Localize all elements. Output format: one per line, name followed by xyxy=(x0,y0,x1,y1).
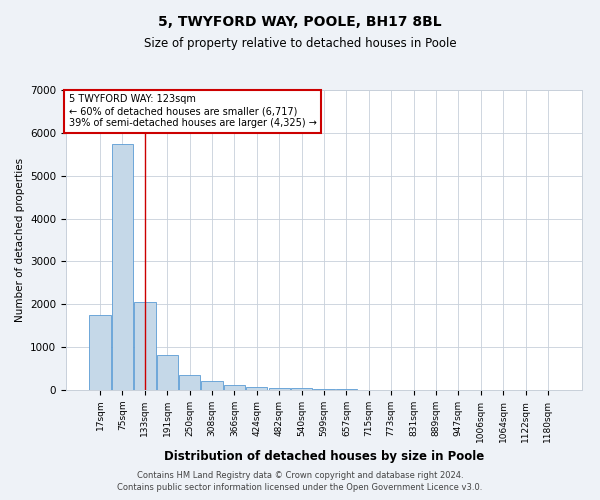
Bar xyxy=(291,388,312,390)
Text: 5 TWYFORD WAY: 123sqm
← 60% of detached houses are smaller (6,717)
39% of semi-d: 5 TWYFORD WAY: 123sqm ← 60% of detached … xyxy=(68,94,316,128)
Bar xyxy=(269,388,290,390)
Bar xyxy=(246,387,268,390)
Text: Contains HM Land Registry data © Crown copyright and database right 2024.: Contains HM Land Registry data © Crown c… xyxy=(137,471,463,480)
X-axis label: Distribution of detached houses by size in Poole: Distribution of detached houses by size … xyxy=(164,450,484,463)
Bar xyxy=(202,382,223,390)
Text: 5, TWYFORD WAY, POOLE, BH17 8BL: 5, TWYFORD WAY, POOLE, BH17 8BL xyxy=(158,15,442,29)
Text: Size of property relative to detached houses in Poole: Size of property relative to detached ho… xyxy=(143,38,457,51)
Bar xyxy=(336,389,357,390)
Bar xyxy=(157,355,178,390)
Bar xyxy=(112,144,133,390)
Bar xyxy=(313,388,335,390)
Bar xyxy=(89,315,111,390)
Bar xyxy=(134,302,155,390)
Y-axis label: Number of detached properties: Number of detached properties xyxy=(14,158,25,322)
Bar xyxy=(179,375,200,390)
Bar xyxy=(224,386,245,390)
Text: Contains public sector information licensed under the Open Government Licence v3: Contains public sector information licen… xyxy=(118,484,482,492)
